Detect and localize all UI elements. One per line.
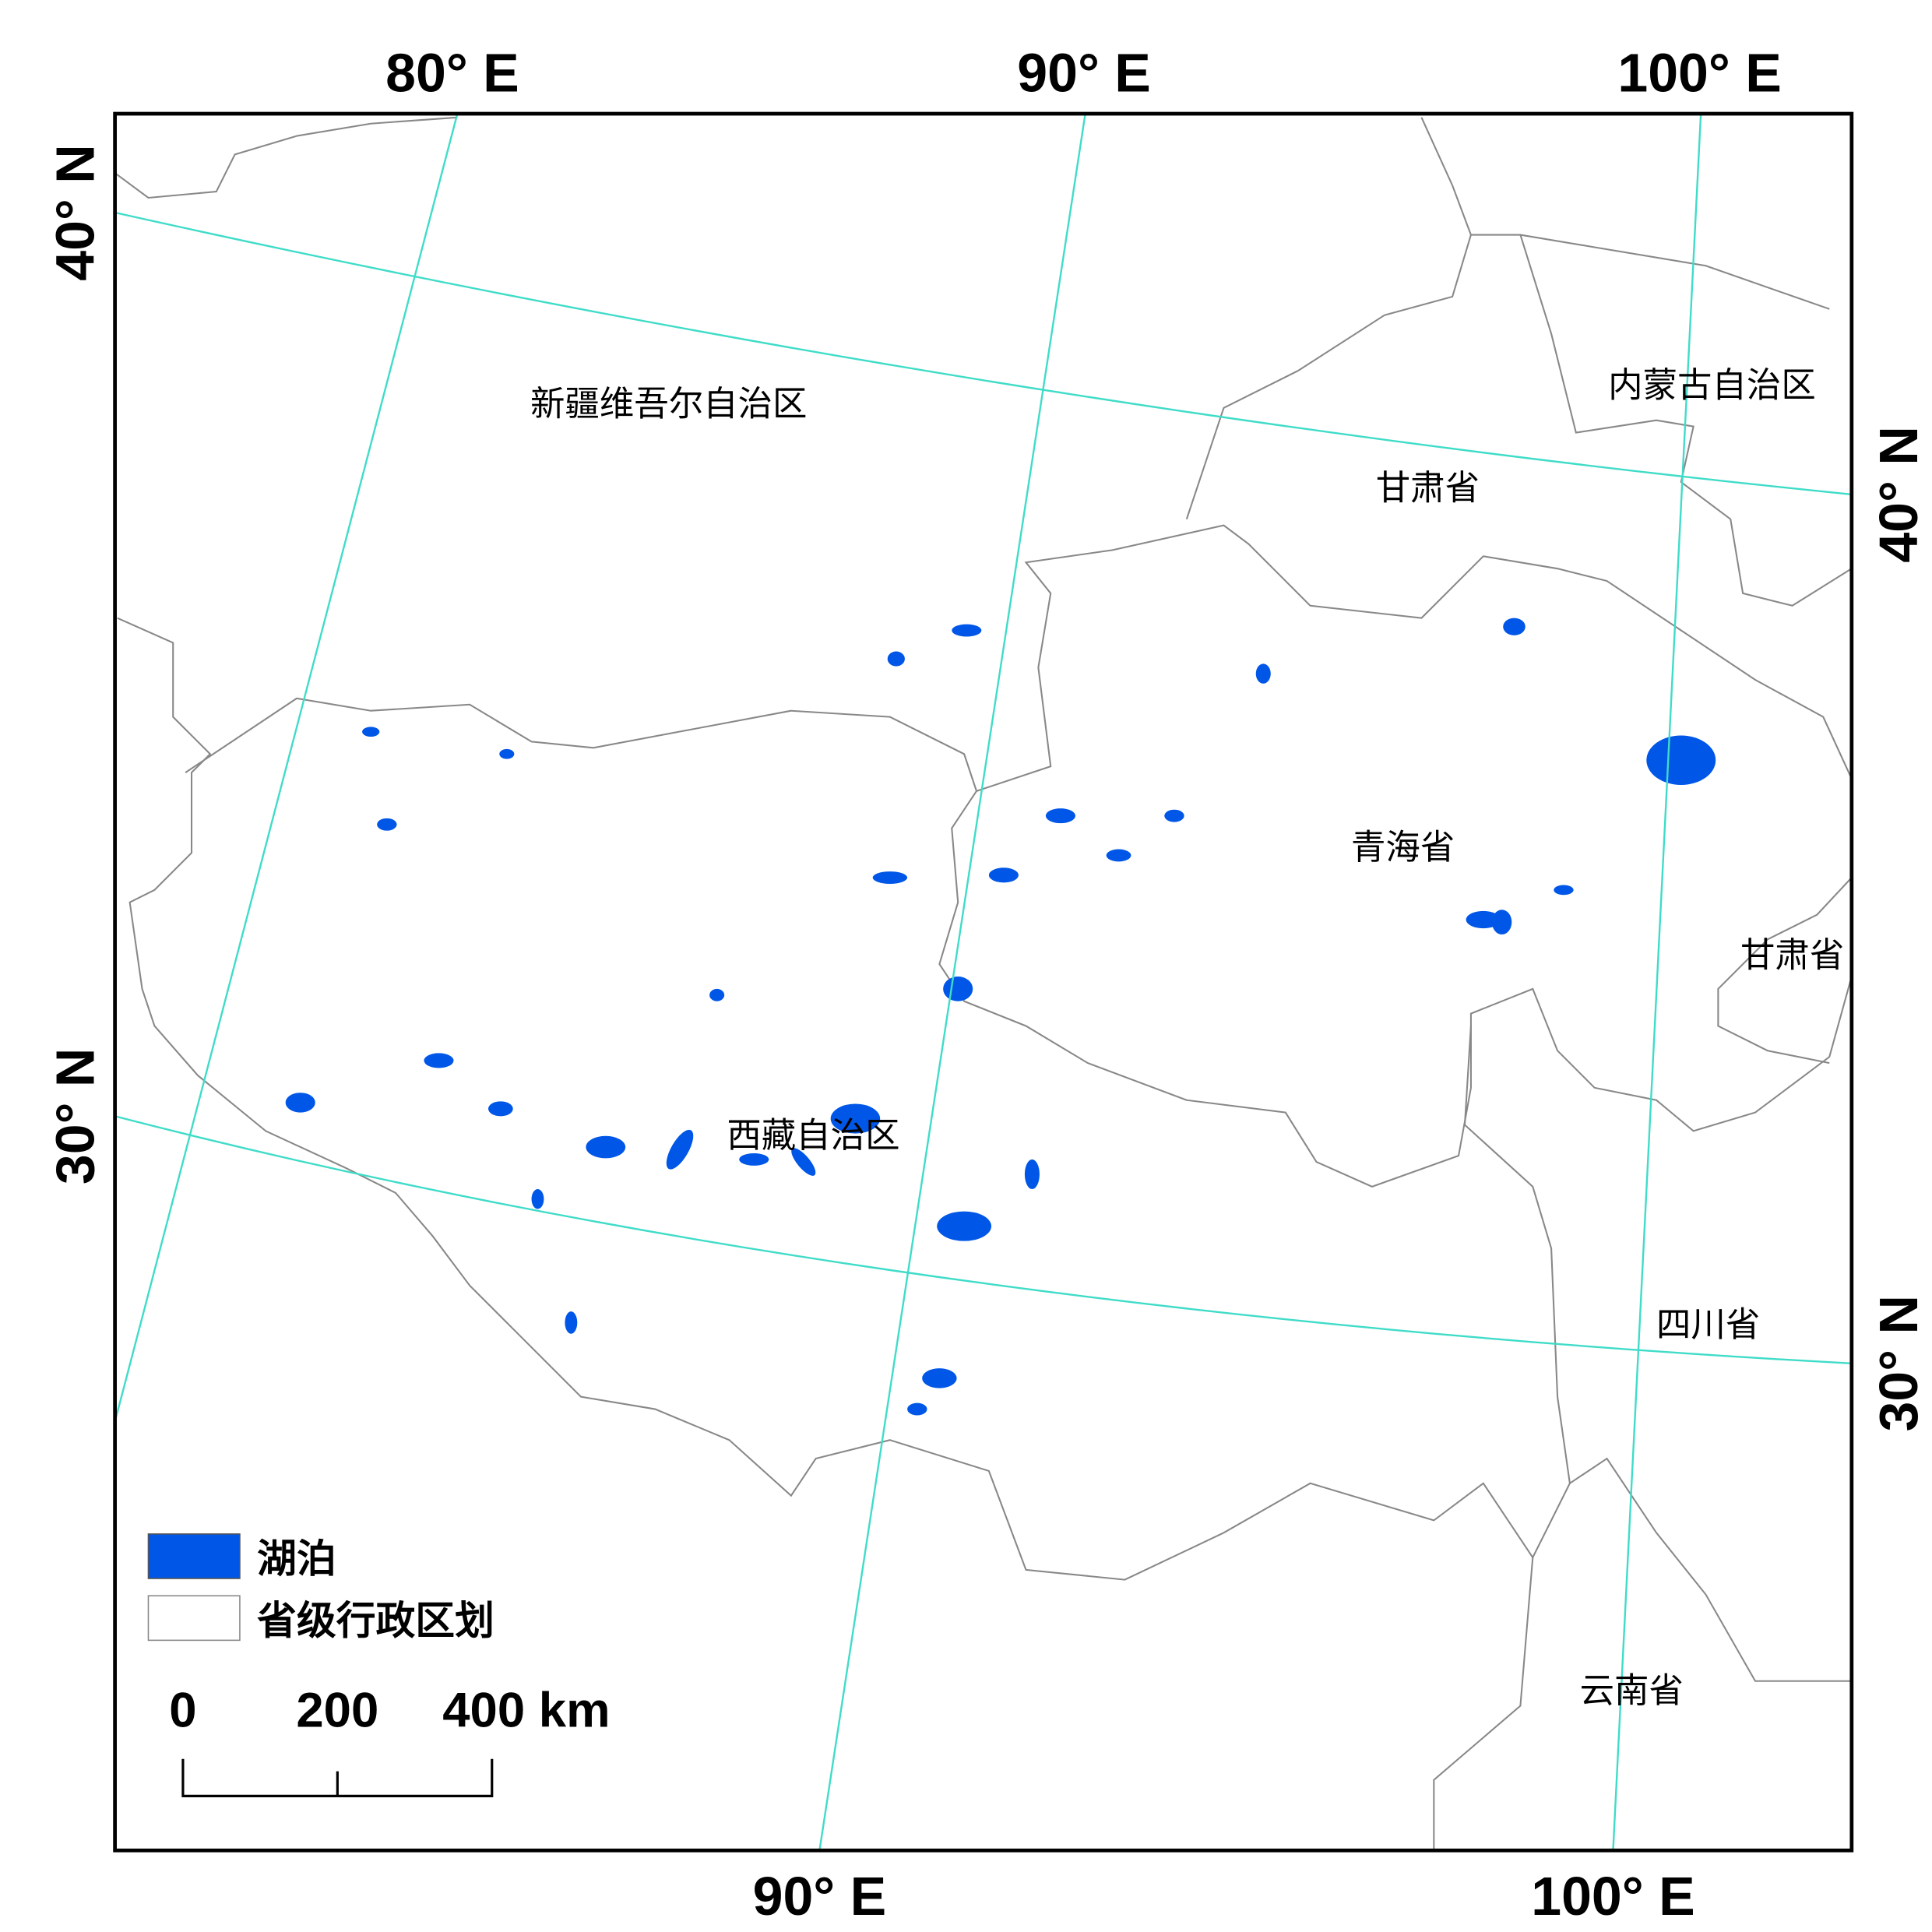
meridian (1612, 113, 1702, 1851)
region-labels: 新疆维吾尔自治区 内蒙古自治区 甘肃省 青海省 甘肃省 西藏自治区 四川省 云南… (530, 366, 1844, 1711)
lake (1255, 663, 1271, 684)
lake (487, 1101, 513, 1117)
lon-label: 100° E (1617, 42, 1781, 103)
lakes (285, 618, 1716, 1416)
legend-swatch (147, 1533, 241, 1579)
scale-label: 0 (169, 1684, 196, 1738)
lake (952, 624, 982, 637)
lake (1024, 1159, 1040, 1190)
legend-swatch (147, 1595, 241, 1642)
lon-label: 90° E (753, 1866, 887, 1927)
lake (709, 988, 725, 1001)
lake (830, 1103, 881, 1134)
lake (424, 1053, 454, 1068)
region-label: 新疆维吾尔自治区 (530, 384, 808, 424)
lake (872, 871, 908, 884)
lake (285, 1093, 315, 1113)
lake (1491, 910, 1512, 935)
lat-label: 30° N (1868, 1295, 1929, 1431)
boundary (1185, 234, 1830, 520)
lake (531, 1189, 544, 1209)
lake (1045, 808, 1075, 824)
lat-label: 40° N (45, 144, 106, 280)
scale-label: 400 km (442, 1684, 610, 1738)
lake (922, 1368, 957, 1388)
boundary (117, 617, 1534, 1581)
lake (666, 1129, 694, 1170)
lake (499, 748, 515, 759)
lake (887, 651, 905, 667)
boundary (1433, 1026, 1571, 1851)
meridian (114, 113, 459, 1422)
legend-label: 湖泊 (257, 1536, 336, 1582)
region-label: 甘肃省 (1376, 468, 1480, 508)
lake (362, 727, 380, 737)
region-label: 甘肃省 (1740, 935, 1844, 975)
boundaries (114, 116, 1853, 1851)
scale-label: 200 (296, 1684, 378, 1738)
legend: 湖泊 省级行政区划 (147, 1533, 494, 1643)
boundary (1569, 1457, 1852, 1682)
region-label: 西藏自治区 (727, 1116, 899, 1156)
lake (586, 1135, 626, 1159)
scale-bar: 0 200 400 km (169, 1684, 611, 1797)
lon-label: 80° E (385, 42, 519, 103)
boundary (114, 116, 458, 199)
lake (943, 976, 973, 1001)
lake (1106, 849, 1131, 862)
lake (1466, 910, 1501, 929)
lake (791, 1148, 816, 1176)
legend-label: 省级行政区划 (257, 1597, 494, 1643)
parallel (114, 211, 1852, 496)
lon-label: 100° E (1531, 1866, 1694, 1927)
boundary (976, 524, 1853, 792)
boundary (1519, 234, 1853, 607)
lat-label: 30° N (45, 1048, 106, 1184)
lake (937, 1211, 992, 1241)
region-label: 内蒙古自治区 (1608, 366, 1816, 406)
region-label: 青海省 (1351, 828, 1455, 867)
boundary (185, 697, 1853, 1188)
lake (739, 1153, 769, 1166)
boundary (1717, 877, 1853, 1065)
lake (1554, 885, 1574, 896)
lake (377, 818, 397, 831)
lake (1503, 618, 1526, 635)
meridian (818, 113, 1086, 1851)
lon-label: 90° E (1017, 42, 1151, 103)
parallel (114, 1115, 1852, 1365)
lake (565, 1311, 578, 1334)
graticule (114, 113, 1852, 1851)
region-label: 云南省 (1580, 1671, 1684, 1711)
lake (1164, 809, 1184, 822)
lake (907, 1402, 927, 1416)
region-label: 四川省 (1656, 1305, 1760, 1345)
boundary (1420, 117, 1472, 235)
graticule-labels: 80° E 90° E 100° E 90° E 100° E 40° N 30… (45, 42, 1929, 1926)
lake (1646, 735, 1716, 785)
lat-label: 40° N (1868, 426, 1929, 562)
lake (988, 867, 1019, 883)
map-frame (113, 111, 1854, 1853)
